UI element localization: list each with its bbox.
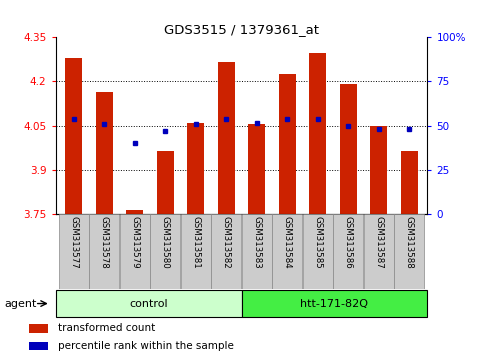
- Text: GSM313579: GSM313579: [130, 216, 139, 269]
- Text: agent: agent: [5, 298, 37, 309]
- Bar: [309, 53, 326, 214]
- Bar: [279, 74, 296, 214]
- Bar: [66, 58, 82, 214]
- FancyBboxPatch shape: [364, 214, 394, 289]
- Bar: [96, 92, 113, 214]
- Bar: [29, 342, 48, 350]
- FancyBboxPatch shape: [242, 290, 427, 317]
- Bar: [401, 151, 417, 214]
- FancyBboxPatch shape: [59, 214, 89, 289]
- Text: GSM313578: GSM313578: [100, 216, 109, 269]
- Bar: [127, 210, 143, 214]
- FancyBboxPatch shape: [181, 214, 211, 289]
- FancyBboxPatch shape: [333, 214, 363, 289]
- Bar: [248, 124, 265, 214]
- FancyBboxPatch shape: [303, 214, 333, 289]
- Bar: [340, 84, 356, 214]
- Text: GSM313583: GSM313583: [252, 216, 261, 269]
- Bar: [218, 62, 235, 214]
- FancyBboxPatch shape: [150, 214, 180, 289]
- Text: GSM313586: GSM313586: [344, 216, 353, 269]
- Text: GSM313581: GSM313581: [191, 216, 200, 269]
- FancyBboxPatch shape: [120, 214, 150, 289]
- Title: GDS3515 / 1379361_at: GDS3515 / 1379361_at: [164, 23, 319, 36]
- Bar: [370, 126, 387, 214]
- Bar: [157, 151, 174, 214]
- Text: GSM313587: GSM313587: [374, 216, 383, 269]
- FancyBboxPatch shape: [242, 214, 271, 289]
- Text: GSM313577: GSM313577: [70, 216, 78, 269]
- Text: GSM313584: GSM313584: [283, 216, 292, 269]
- Text: percentile rank within the sample: percentile rank within the sample: [58, 341, 234, 351]
- Text: GSM313585: GSM313585: [313, 216, 322, 269]
- FancyBboxPatch shape: [272, 214, 302, 289]
- Text: htt-171-82Q: htt-171-82Q: [300, 298, 369, 309]
- FancyBboxPatch shape: [89, 214, 119, 289]
- Text: GSM313582: GSM313582: [222, 216, 231, 269]
- FancyBboxPatch shape: [394, 214, 424, 289]
- Bar: [29, 324, 48, 333]
- Text: control: control: [129, 298, 168, 309]
- Text: GSM313588: GSM313588: [405, 216, 413, 269]
- FancyBboxPatch shape: [56, 290, 242, 317]
- Text: GSM313580: GSM313580: [161, 216, 170, 269]
- FancyBboxPatch shape: [212, 214, 241, 289]
- Bar: [187, 123, 204, 214]
- Text: transformed count: transformed count: [58, 323, 155, 333]
